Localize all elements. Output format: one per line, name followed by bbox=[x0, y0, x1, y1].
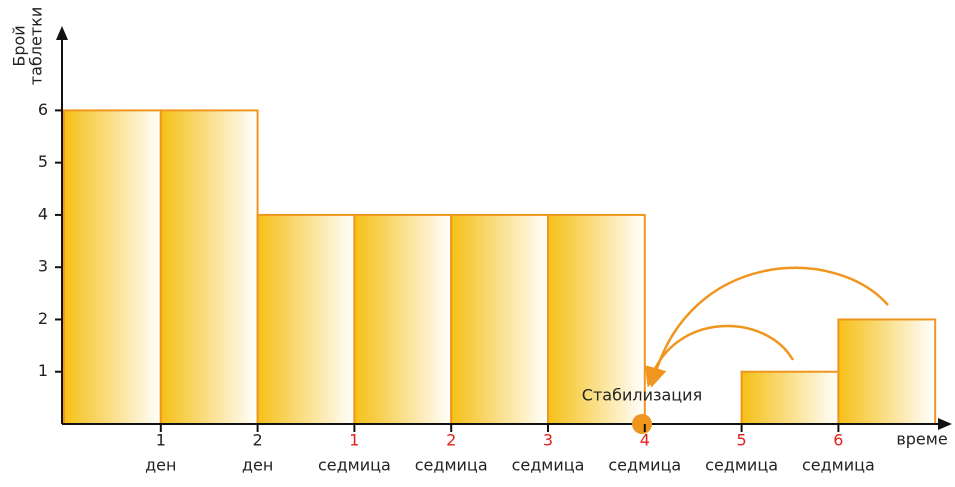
x-tick-label: 2 bbox=[446, 431, 456, 450]
y-tick-label: 2 bbox=[38, 309, 48, 328]
x-tick-unit: седмица bbox=[512, 456, 585, 475]
bar bbox=[64, 110, 161, 424]
x-tick-label: 1 bbox=[156, 431, 166, 450]
y-tick-label: 4 bbox=[38, 204, 48, 223]
x-axis-label: време bbox=[896, 430, 947, 449]
bar bbox=[161, 110, 258, 424]
x-tick-unit: седмица bbox=[415, 456, 488, 475]
x-tick-label: 5 bbox=[737, 431, 747, 450]
x-tick-unit: седмица bbox=[705, 456, 778, 475]
x-tick-label: 6 bbox=[833, 431, 843, 450]
x-tick-unit: ден bbox=[145, 456, 176, 475]
annotation: Стабилизация bbox=[582, 386, 702, 405]
x-tick-label: 2 bbox=[253, 431, 263, 450]
chart: Брой таблетки време Стабилизация 1234561… bbox=[0, 0, 955, 487]
bar bbox=[838, 319, 935, 424]
y-tick-label: 5 bbox=[38, 152, 48, 171]
y-tick-label: 3 bbox=[38, 257, 48, 276]
x-tick-label: 4 bbox=[640, 431, 650, 450]
bar bbox=[354, 215, 451, 424]
bar bbox=[258, 215, 355, 424]
y-tick-label: 1 bbox=[38, 361, 48, 380]
x-axis-arrow bbox=[938, 418, 952, 430]
x-tick-unit: ден bbox=[242, 456, 273, 475]
page: Брой таблетки време Стабилизация 1234561… bbox=[0, 0, 955, 487]
x-tick-label: 3 bbox=[543, 431, 553, 450]
bar bbox=[742, 372, 839, 424]
x-tick-unit: седмица bbox=[802, 456, 875, 475]
y-tick-label: 6 bbox=[38, 100, 48, 119]
x-tick-unit: седмица bbox=[318, 456, 391, 475]
y-axis-label: таблетки bbox=[27, 7, 46, 85]
y-axis-arrow bbox=[56, 26, 68, 40]
bar bbox=[451, 215, 548, 424]
x-tick-label: 1 bbox=[349, 431, 359, 450]
x-tick-unit: седмица bbox=[608, 456, 681, 475]
